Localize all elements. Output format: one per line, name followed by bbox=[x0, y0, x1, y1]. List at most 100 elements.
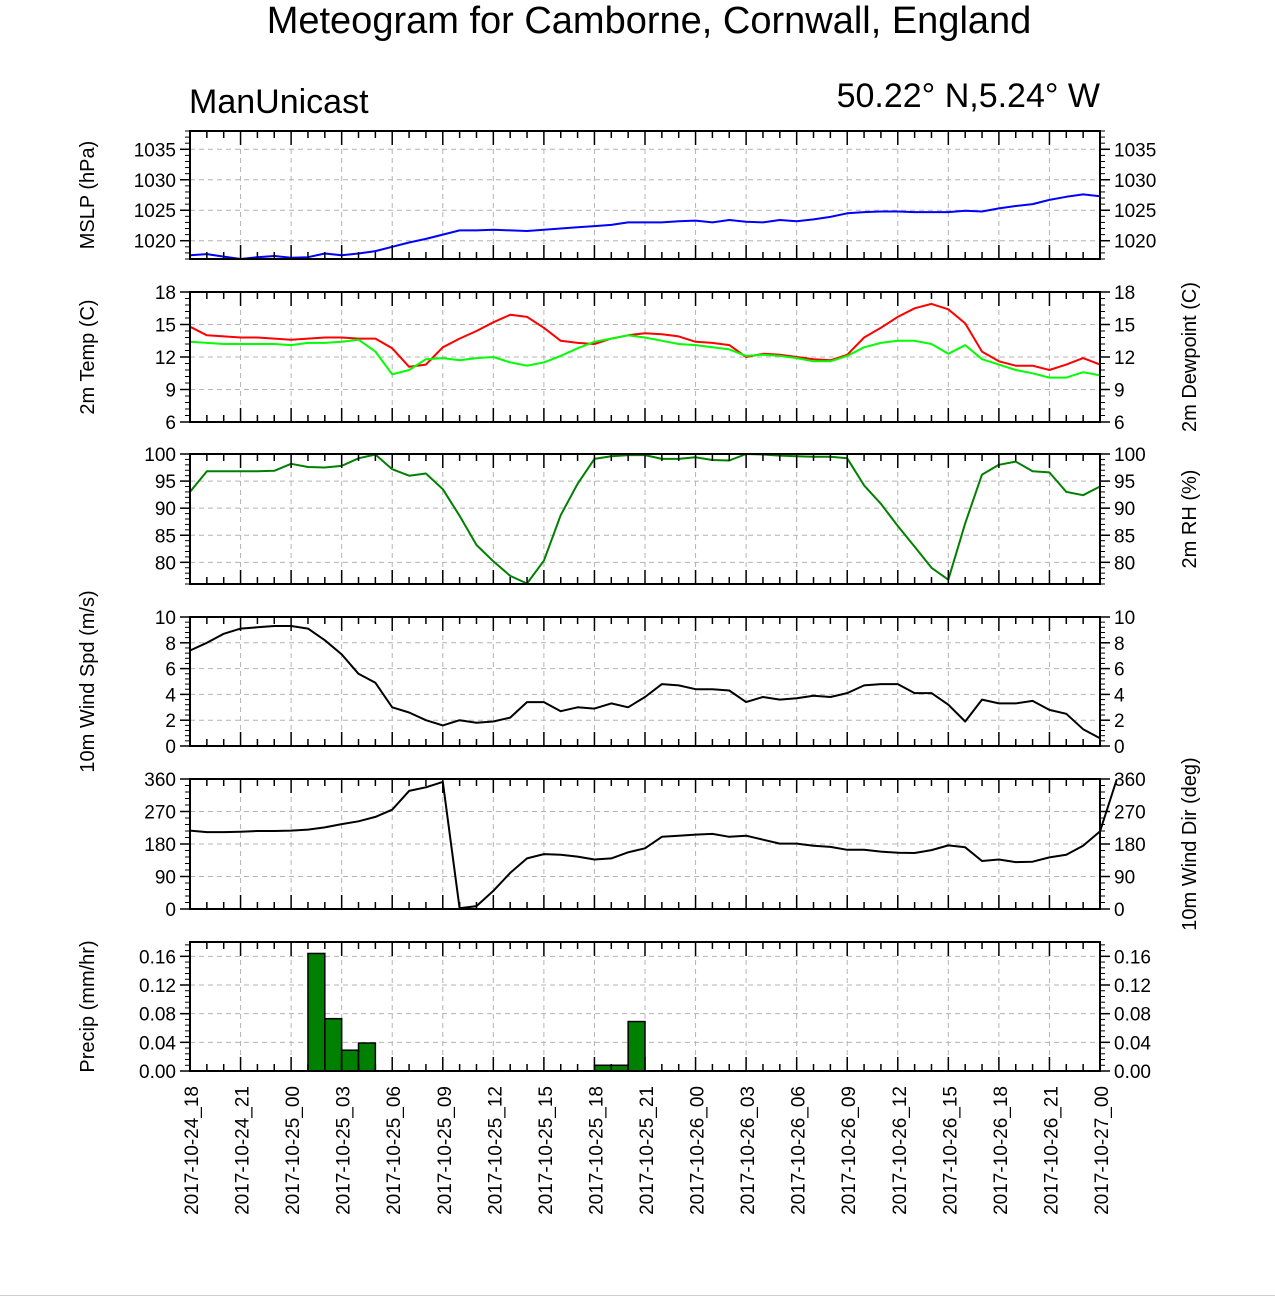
y-tick-label-right: 8 bbox=[1114, 634, 1125, 655]
x-tick-label: 2017-10-25_06 bbox=[384, 1086, 405, 1215]
y-tick-label-right: 85 bbox=[1114, 526, 1135, 547]
y-tick-label-left: 1020 bbox=[134, 232, 176, 253]
y-tick-label-left: 10 bbox=[155, 608, 176, 629]
x-tick-label: 2017-10-25_00 bbox=[283, 1086, 304, 1215]
x-tick-label: 2017-10-26_15 bbox=[940, 1086, 961, 1215]
x-tick-label: 2017-10-26_21 bbox=[1041, 1086, 1062, 1215]
y-axis-title-left: Precip (mm/hr) bbox=[77, 940, 99, 1072]
y-tick-label-left: 80 bbox=[155, 553, 176, 574]
y-tick-label-right: 0.00 bbox=[1114, 1062, 1151, 1083]
y-tick-label-left: 2 bbox=[165, 711, 176, 732]
y-tick-label-left: 6 bbox=[165, 413, 176, 434]
x-tick-label: 2017-10-25_15 bbox=[536, 1086, 557, 1215]
panel-4 bbox=[180, 616, 1110, 747]
precip-bar bbox=[627, 1020, 646, 1072]
y-tick-label-right: 15 bbox=[1114, 316, 1135, 337]
y-tick-label-right: 95 bbox=[1114, 472, 1135, 493]
y-axis-title-left: MSLP (hPa) bbox=[77, 141, 99, 250]
y-axis-title-left: 2m Temp (C) bbox=[77, 299, 99, 414]
x-tick-label: 2017-10-25_03 bbox=[334, 1086, 355, 1215]
y-tick-label-left: 0.08 bbox=[139, 1005, 176, 1026]
precip-bar bbox=[324, 1017, 343, 1072]
panel-6 bbox=[180, 941, 1110, 1072]
chart-title: Meteogram for Camborne, Cornwall, Englan… bbox=[267, 0, 1032, 42]
y-tick-label-left: 4 bbox=[165, 685, 176, 706]
panel-3 bbox=[180, 453, 1110, 585]
y-tick-label-right: 180 bbox=[1114, 835, 1146, 856]
y-tick-label-right: 6 bbox=[1114, 660, 1125, 681]
x-tick-label: 2017-10-26_00 bbox=[688, 1086, 709, 1215]
y-tick-label-right: 12 bbox=[1114, 348, 1135, 369]
y-tick-label-right: 0 bbox=[1114, 737, 1125, 758]
x-tick-label: 2017-10-26_03 bbox=[738, 1086, 759, 1215]
panel-2 bbox=[180, 291, 1110, 423]
series-line-2 bbox=[189, 334, 1101, 379]
y-tick-label-left: 6 bbox=[165, 660, 176, 681]
y-tick-label-right: 0.12 bbox=[1114, 976, 1151, 997]
x-tick-label: 2017-10-26_06 bbox=[789, 1086, 810, 1215]
y-axis-title-left: 10m Wind Spd (m/s) bbox=[77, 590, 99, 772]
x-tick-label: 2017-10-25_12 bbox=[485, 1086, 506, 1215]
panel-5 bbox=[180, 778, 1118, 910]
x-tick-label: 2017-10-26_12 bbox=[890, 1086, 911, 1215]
y-tick-label-right: 1035 bbox=[1114, 140, 1156, 161]
y-axis-title-right: 2m Dewpoint (C) bbox=[1179, 282, 1201, 432]
x-tick-label: 2017-10-25_21 bbox=[637, 1086, 658, 1215]
bottom-divider bbox=[0, 1295, 1275, 1296]
y-tick-label-right: 9 bbox=[1114, 381, 1125, 402]
series-line-1 bbox=[189, 625, 1101, 740]
location-label: 50.22° N,5.24° W bbox=[837, 77, 1100, 115]
y-tick-label-right: 4 bbox=[1114, 685, 1125, 706]
y-tick-label-left: 90 bbox=[155, 868, 176, 889]
y-tick-label-left: 100 bbox=[144, 445, 176, 466]
y-tick-label-left: 0.12 bbox=[139, 976, 176, 997]
x-tick-label: 2017-10-27_00 bbox=[1092, 1086, 1113, 1215]
y-tick-label-left: 90 bbox=[155, 499, 176, 520]
series-line-1 bbox=[189, 778, 1118, 910]
y-tick-label-right: 1020 bbox=[1114, 232, 1156, 253]
y-tick-label-right: 10 bbox=[1114, 608, 1135, 629]
series-line-1 bbox=[189, 302, 1101, 371]
y-axis-title-right: 10m Wind Dir (deg) bbox=[1179, 757, 1201, 930]
y-tick-label-left: 18 bbox=[155, 283, 176, 304]
y-tick-label-left: 0.16 bbox=[139, 947, 176, 968]
y-tick-label-right: 0.08 bbox=[1114, 1005, 1151, 1026]
y-tick-label-left: 15 bbox=[155, 316, 176, 337]
y-tick-label-left: 85 bbox=[155, 526, 176, 547]
precip-bar bbox=[340, 1049, 360, 1072]
y-tick-label-left: 270 bbox=[144, 803, 176, 824]
y-axis-title-right: 2m RH (%) bbox=[1179, 470, 1201, 569]
y-tick-label-left: 1035 bbox=[134, 140, 176, 161]
y-tick-label-left: 1030 bbox=[134, 171, 176, 192]
y-tick-label-right: 6 bbox=[1114, 413, 1125, 434]
y-tick-label-right: 80 bbox=[1114, 553, 1135, 574]
x-tick-label: 2017-10-24_18 bbox=[182, 1086, 203, 1215]
panel-1 bbox=[180, 130, 1110, 260]
y-tick-label-left: 0 bbox=[165, 900, 176, 921]
y-tick-label-right: 0.04 bbox=[1114, 1033, 1151, 1054]
y-tick-label-left: 180 bbox=[144, 835, 176, 856]
y-tick-label-left: 0 bbox=[165, 737, 176, 758]
y-tick-label-right: 90 bbox=[1114, 868, 1135, 889]
y-tick-label-left: 0.00 bbox=[139, 1062, 176, 1083]
y-tick-label-left: 0.04 bbox=[139, 1033, 176, 1054]
y-tick-label-right: 0 bbox=[1114, 900, 1125, 921]
x-tick-label: 2017-10-26_18 bbox=[991, 1086, 1012, 1215]
x-tick-label: 2017-10-25_09 bbox=[435, 1086, 456, 1215]
y-tick-label-right: 360 bbox=[1114, 770, 1146, 791]
y-tick-label-right: 18 bbox=[1114, 283, 1135, 304]
y-tick-label-right: 1030 bbox=[1114, 171, 1156, 192]
y-tick-label-left: 9 bbox=[165, 381, 176, 402]
x-tick-label: 2017-10-26_09 bbox=[839, 1086, 860, 1215]
precip-bar bbox=[357, 1042, 377, 1072]
y-tick-label-right: 1025 bbox=[1114, 201, 1156, 222]
y-tick-label-right: 2 bbox=[1114, 711, 1125, 732]
y-tick-label-left: 1025 bbox=[134, 201, 176, 222]
x-tick-label: 2017-10-24_21 bbox=[233, 1086, 254, 1215]
x-tick-label: 2017-10-25_18 bbox=[586, 1086, 607, 1215]
y-tick-label-right: 90 bbox=[1114, 499, 1135, 520]
y-tick-label-right: 270 bbox=[1114, 803, 1146, 824]
y-tick-label-left: 8 bbox=[165, 634, 176, 655]
